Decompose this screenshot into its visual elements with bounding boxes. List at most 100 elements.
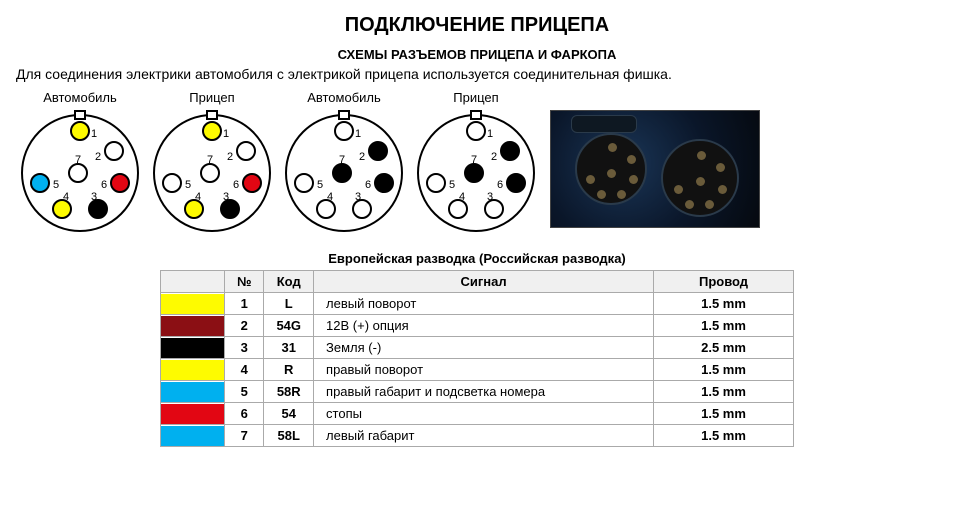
cell-signal: Земля (-) [314,337,654,359]
connector-label: Автомобиль [43,90,117,105]
connector-label: Прицеп [189,90,234,105]
cell-signal: правый поворот [314,359,654,381]
pin-label-1: 1 [487,128,493,140]
cell-wire: 1.5 mm [654,403,794,425]
th-swatch [160,271,224,293]
cell-signal: правый габарит и подсветка номера [314,381,654,403]
cell-code: 54G [264,315,314,337]
intro-text: Для соединения электрики автомобиля с эл… [16,66,938,82]
th-num: № [224,271,264,293]
pin-label-2: 2 [227,151,233,163]
connector-svg: 1263457 [412,109,540,237]
pin-2 [369,142,387,160]
socket-right [661,139,739,217]
cell-num: 7 [224,425,264,447]
pin-label-7: 7 [339,154,345,166]
cell-num: 5 [224,381,264,403]
pin-label-6: 6 [365,179,371,191]
pin-label-4: 4 [459,191,465,203]
pin-label-2: 2 [95,151,101,163]
connector-svg: 1263457 [280,109,408,237]
th-signal: Сигнал [314,271,654,293]
pin-label-3: 3 [487,191,493,203]
color-swatch [160,315,224,337]
cell-code: 31 [264,337,314,359]
pin-label-2: 2 [359,151,365,163]
pin-1 [71,122,89,140]
pin-6 [507,174,525,192]
pin-label-7: 7 [471,154,477,166]
pin-7 [465,164,483,182]
cell-code: 58L [264,425,314,447]
pin-label-5: 5 [185,179,191,191]
cell-signal: левый поворот [314,293,654,315]
pin-2 [105,142,123,160]
pin-label-6: 6 [233,179,239,191]
cell-num: 4 [224,359,264,381]
cell-code: 54 [264,403,314,425]
pin-label-6: 6 [497,179,503,191]
pin-1 [467,122,485,140]
cell-signal: левый габарит [314,425,654,447]
pin-label-7: 7 [207,154,213,166]
pin-label-1: 1 [355,128,361,140]
cell-wire: 1.5 mm [654,359,794,381]
pin-6 [375,174,393,192]
color-swatch [160,337,224,359]
connector-photo [550,110,760,228]
pin-1 [203,122,221,140]
connector-svg: 1 2 63 45 7 [148,109,276,237]
table-row: 654стопы1.5 mm [160,403,793,425]
table-row: 758Lлевый габарит1.5 mm [160,425,793,447]
color-swatch [160,403,224,425]
th-code: Код [264,271,314,293]
color-swatch [160,425,224,447]
pin-5 [427,174,445,192]
cell-wire: 1.5 mm [654,293,794,315]
table-row: 1Lлевый поворот1.5 mm [160,293,793,315]
table-header-row: № Код Сигнал Провод [160,271,793,293]
cell-wire: 1.5 mm [654,425,794,447]
connector-diagram-3: Прицеп1263457 [412,90,540,237]
diagrams-row: Автомобиль1263457Прицеп1263457Автомобиль… [16,90,938,237]
table-row: 254G12В (+) опция1.5 mm [160,315,793,337]
pin-2 [501,142,519,160]
socket-lid [571,115,637,133]
cell-code: R [264,359,314,381]
subtitle: СХЕМЫ РАЗЪЕМОВ ПРИЦЕПА И ФАРКОПА [16,47,938,62]
pin-label-1: 1 [91,128,97,140]
pin-7 [333,164,351,182]
pin-6 [111,174,129,192]
table-row: 4Rправый поворот1.5 mm [160,359,793,381]
pin-label-3: 3 [223,191,229,203]
connector-label: Прицеп [453,90,498,105]
page-title: ПОДКЛЮЧЕНИЕ ПРИЦЕПА [16,14,938,37]
cell-signal: 12В (+) опция [314,315,654,337]
pin-label-5: 5 [53,179,59,191]
cell-wire: 2.5 mm [654,337,794,359]
connector-diagram-2: Автомобиль1263457 [280,90,408,237]
socket-left [575,133,647,205]
color-swatch [160,381,224,403]
pin-label-6: 6 [101,179,107,191]
cell-code: 58R [264,381,314,403]
pin-7 [201,164,219,182]
cell-signal: стопы [314,403,654,425]
pin-label-4: 4 [63,191,69,203]
wiring-table: № Код Сигнал Провод 1Lлевый поворот1.5 m… [160,270,794,447]
color-swatch [160,359,224,381]
connectors-host: Автомобиль1263457Прицеп1263457Автомобиль… [16,90,540,237]
pin-5 [31,174,49,192]
connector-diagram-0: Автомобиль 1 2 63 45 7 [16,90,144,237]
pin-label-4: 4 [195,191,201,203]
pin-2 [237,142,255,160]
cell-num: 6 [224,403,264,425]
pin-label-1: 1 [223,128,229,140]
pin-label-3: 3 [91,191,97,203]
table-caption: Европейская разводка (Российская разводк… [16,251,938,266]
cell-num: 3 [224,337,264,359]
table-row: 558Rправый габарит и подсветка номера1.5… [160,381,793,403]
pin-label-7: 7 [75,154,81,166]
pin-label-5: 5 [317,179,323,191]
pin-label-2: 2 [491,151,497,163]
